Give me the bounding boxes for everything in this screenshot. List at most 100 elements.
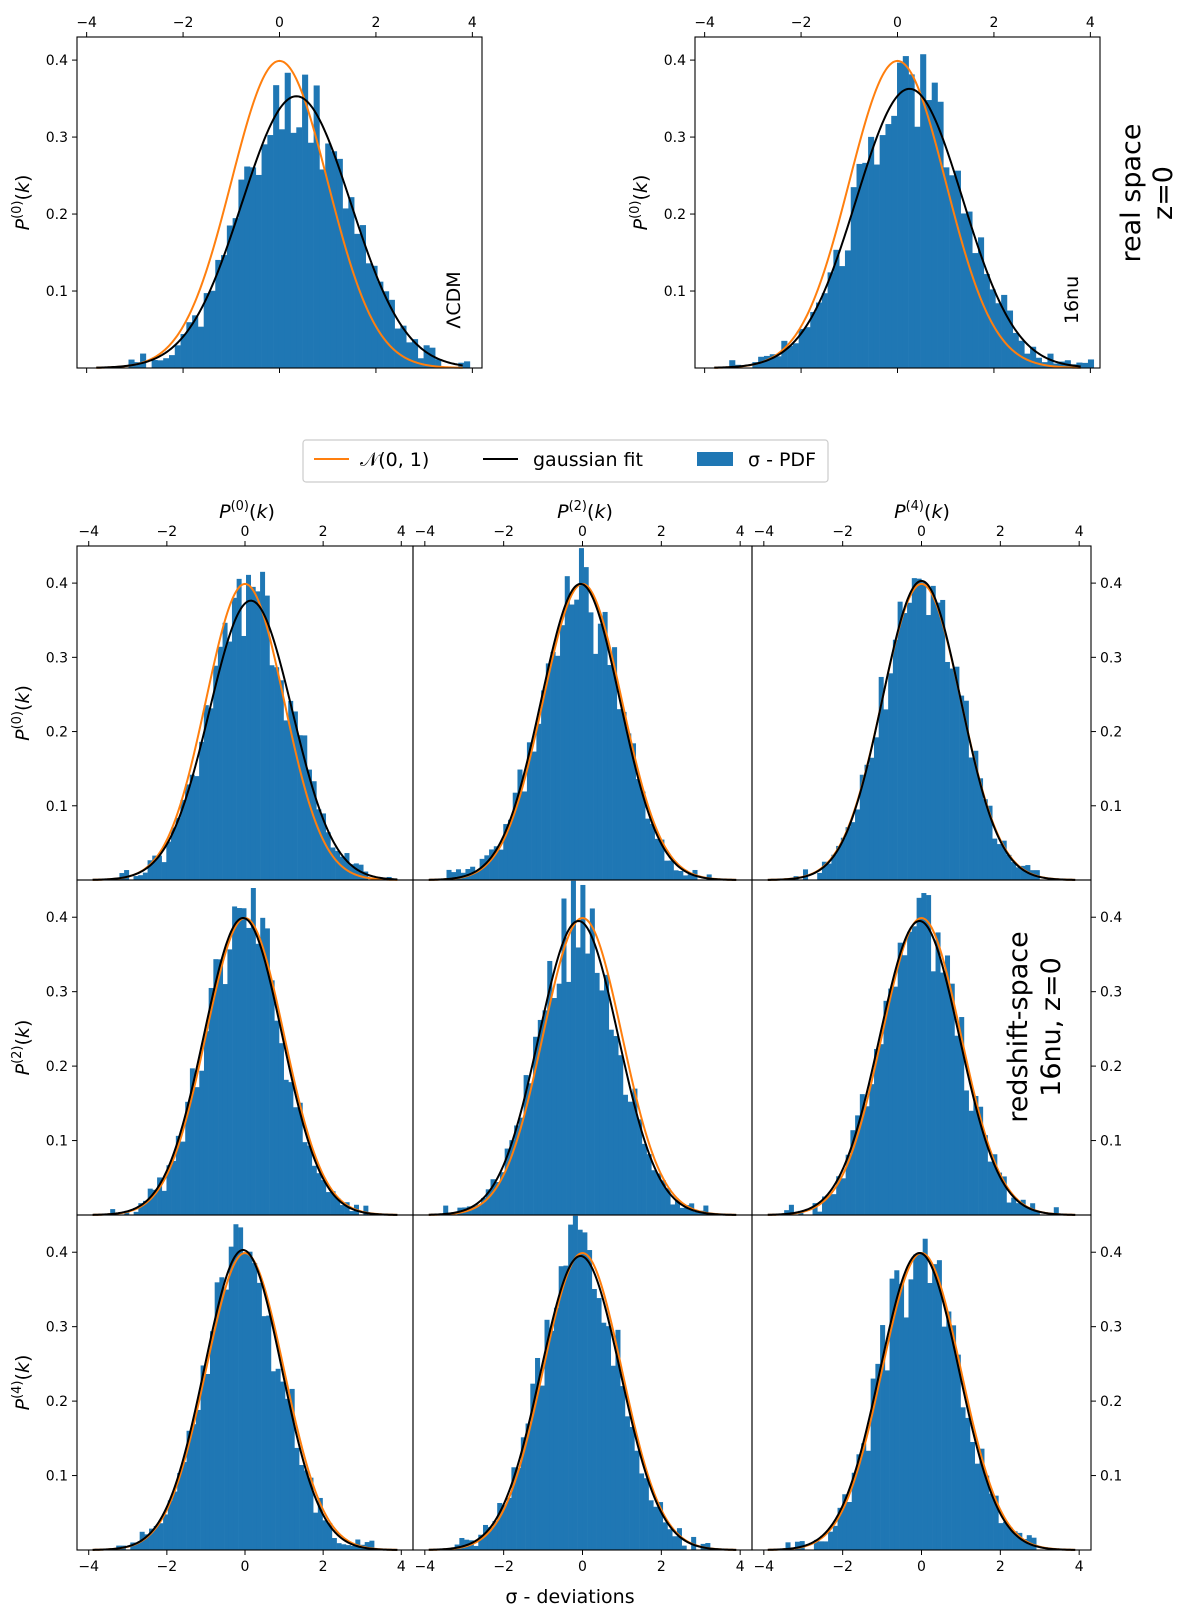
hist-bar xyxy=(180,1141,186,1215)
hist-bar xyxy=(626,733,632,880)
hist-bar xyxy=(531,751,537,880)
hist-bar xyxy=(925,100,933,369)
hist-bar xyxy=(1011,862,1017,880)
hist-bar xyxy=(501,1505,507,1550)
hist-bar xyxy=(936,1260,942,1550)
y-tick-label: 0.1 xyxy=(1100,1134,1122,1150)
hist-bar xyxy=(577,1229,583,1550)
y-tick-label: 0.2 xyxy=(1100,1394,1122,1410)
hist-bar xyxy=(316,809,322,880)
hist-bar xyxy=(883,1000,889,1215)
y-tick-label: 0.4 xyxy=(1100,576,1122,592)
hist-bar xyxy=(306,769,312,880)
hist-bar xyxy=(935,932,941,1215)
hist-bar xyxy=(827,272,834,368)
hist-bar xyxy=(344,1202,350,1215)
hist-bar xyxy=(862,162,869,368)
hist-bar xyxy=(288,1082,294,1215)
x-tick-label: −2 xyxy=(157,524,178,540)
hist-bar xyxy=(637,1119,643,1215)
hist-bar xyxy=(256,1282,262,1550)
gaussian-fit-curve xyxy=(92,599,398,881)
hist-bar xyxy=(963,1090,969,1215)
hist-bar xyxy=(152,1189,158,1215)
hist-bar xyxy=(566,981,572,1215)
hist-bar xyxy=(1053,1207,1059,1215)
x-tick-label: 2 xyxy=(657,524,666,540)
hist-bar xyxy=(264,928,270,1215)
hist-bar xyxy=(907,602,913,880)
y-tick-label: 0.2 xyxy=(46,1059,68,1075)
hist-bar xyxy=(972,253,979,368)
hist-bar xyxy=(926,895,932,1215)
hist-bar xyxy=(377,281,384,368)
hist-bar xyxy=(203,293,210,368)
gaussian-fit-curve xyxy=(96,95,463,369)
hist-bar xyxy=(133,876,139,880)
y-tick-label: 0.4 xyxy=(46,53,68,69)
hist-bar xyxy=(451,872,457,880)
hist-bar xyxy=(341,1544,347,1550)
hist-bar xyxy=(659,839,665,880)
legend-normal-label: 𝒩(0, 1) xyxy=(360,449,429,471)
hist-bar xyxy=(325,143,332,368)
hist-bar xyxy=(161,1190,167,1215)
hist-bar xyxy=(495,1182,501,1215)
x-tick-label: 0 xyxy=(917,524,926,540)
hist-bar xyxy=(327,1522,333,1550)
hist-bar xyxy=(951,1325,957,1550)
hist-bar xyxy=(851,1472,857,1550)
hist-bar xyxy=(241,635,247,880)
hist-bar xyxy=(575,947,581,1215)
hist-bar xyxy=(264,595,270,880)
hist-bar xyxy=(354,233,361,368)
y-tick-label: 0.4 xyxy=(1100,910,1122,926)
hist-bar xyxy=(147,1188,153,1215)
hist-bar xyxy=(274,1020,280,1215)
hist-bar xyxy=(292,711,298,880)
hist-bar xyxy=(218,959,224,1215)
hist-bar xyxy=(330,151,338,368)
hist-bar xyxy=(1015,1203,1021,1215)
hist-bar xyxy=(192,315,199,368)
hist-bar xyxy=(252,1263,258,1550)
hist-bar xyxy=(850,1130,856,1215)
hist-bar xyxy=(563,1265,569,1550)
hist-bar xyxy=(888,988,894,1215)
hist-bar xyxy=(911,578,917,880)
hist-bar xyxy=(236,908,242,1215)
hist-bar xyxy=(339,1205,345,1215)
hist-bar xyxy=(578,548,584,880)
hist-bar xyxy=(238,1227,244,1550)
hist-bar xyxy=(1015,867,1021,880)
hist-bar xyxy=(302,1142,308,1215)
hist-bar xyxy=(260,571,266,880)
hist-bar xyxy=(588,612,594,880)
hist-bar xyxy=(656,1173,662,1215)
hist-bar xyxy=(959,1017,965,1215)
hist-bar xyxy=(138,875,144,880)
x-tick-label: −2 xyxy=(832,1559,853,1575)
x-tick-label: 2 xyxy=(657,1559,666,1575)
x-tick-label: −2 xyxy=(493,524,514,540)
hist-bar xyxy=(174,345,181,368)
hist-bar xyxy=(342,208,349,368)
hist-bar xyxy=(335,850,341,880)
side-label-real-space: real space xyxy=(1116,124,1147,263)
hist-bar xyxy=(949,175,956,368)
hist-bar xyxy=(1017,1532,1023,1550)
hist-bar xyxy=(641,1143,647,1215)
y-tick-label: 0.3 xyxy=(46,1320,68,1336)
hist-bar xyxy=(261,1316,267,1550)
hist-bar xyxy=(973,750,979,880)
hist-bar xyxy=(653,1506,659,1550)
hist-bar xyxy=(509,1140,515,1215)
hist-bar xyxy=(185,1101,191,1215)
hist-bar xyxy=(359,225,367,368)
panels-layer: −4 −2 0 2 4 0.1 0.2 0.3 0.4 P(0)(k) ΛCDM −4 −2 0 2 4 0.1… xyxy=(10,15,1122,1575)
hist-bar xyxy=(978,1106,984,1215)
hist-bar xyxy=(681,1545,687,1550)
panel-annotation: 16nu xyxy=(1061,276,1083,324)
hist-bar xyxy=(539,1385,545,1550)
hist-bar xyxy=(297,1102,303,1215)
